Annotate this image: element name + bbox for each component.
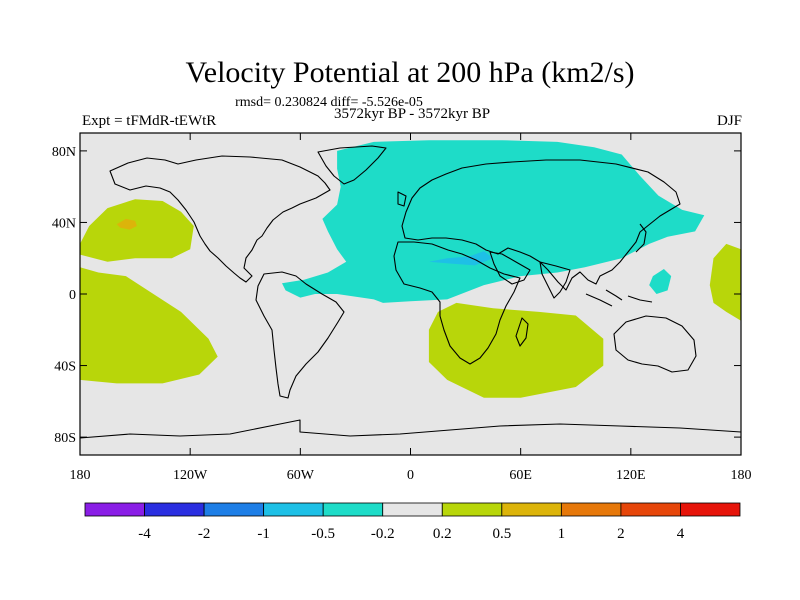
coastline-south-america (255, 271, 345, 399)
colorbar-swatch (322, 502, 384, 517)
x-tick-label: 0 (407, 468, 414, 483)
coastline-eurasia (401, 159, 681, 291)
colorbar-swatch (84, 502, 145, 517)
region-eurasia-africa-negative (282, 140, 705, 303)
coastline-antarctica (80, 419, 741, 439)
colorbar-label: -4 (138, 526, 151, 542)
coastline-british-isles (397, 191, 407, 207)
colorbar-swatch (680, 502, 741, 517)
colorbar-swatch (620, 502, 681, 517)
y-tick-label: 40N (52, 216, 76, 231)
y-tick-label: 40S (54, 360, 76, 375)
chart-title: Velocity Potential at 200 hPa (km2/s) (185, 56, 634, 89)
colorbar-swatch (263, 502, 324, 517)
x-tick-label: 120W (173, 468, 208, 483)
colorbar-label: 4 (677, 526, 685, 542)
colorbar-swatch (560, 502, 622, 517)
colorbar-label: 1 (558, 526, 566, 542)
x-tick-label: 60E (509, 468, 532, 483)
region-north-pacific-positive-core (116, 218, 137, 230)
region-east-pacific-edge-positive (709, 243, 741, 321)
colorbar-label: 0.5 (492, 526, 511, 542)
coastline-greenland (317, 145, 387, 185)
x-tick-label: 180 (70, 468, 91, 483)
colorbar-swatch (501, 502, 562, 517)
colorbar-swatch (382, 502, 443, 517)
colorbar-label: -1 (257, 526, 270, 542)
coastline-north-america (109, 155, 331, 283)
region-southern-africa-indian-positive (428, 302, 604, 398)
coastline-japan (635, 223, 647, 253)
colorbar-swatch (144, 502, 205, 517)
colorbar: -4 -2 -1 -0.5 -0.2 0.2 0.5 1 2 4 (84, 502, 741, 542)
coastline-africa (393, 241, 521, 365)
region-south-pacific-positive (80, 267, 218, 384)
colorbar-label: -0.5 (311, 526, 335, 542)
region-north-pacific-positive (80, 199, 194, 262)
colorbar-label: -2 (198, 526, 211, 542)
y-tick-label: 80N (52, 145, 76, 160)
region-arabia-negative-core (428, 251, 494, 266)
colorbar-label: 0.2 (433, 526, 452, 542)
season-label: DJF (717, 113, 742, 129)
contour-fills (80, 140, 741, 398)
coastline-australia (613, 315, 697, 373)
x-tick-label: 60W (287, 468, 315, 483)
x-tick-label: 120E (616, 468, 646, 483)
coastline-arabia (489, 251, 531, 285)
y-tick-label: 80S (54, 431, 76, 446)
y-tick-label: 0 (69, 288, 76, 303)
axis-ticks: 180 120W 60W 0 60E 120E 180 80N 40N 0 40S 80S (52, 133, 752, 483)
colorbar-label: -0.2 (371, 526, 395, 542)
coastline-india (539, 261, 571, 299)
colorbar-label: 2 (617, 526, 625, 542)
period-label: 3572kyr BP - 3572kyr BP (334, 106, 490, 122)
x-tick-label: 180 (731, 468, 752, 483)
coastline-indonesia (585, 289, 653, 307)
colorbar-swatch (203, 502, 265, 517)
stats-label: rmsd= 0.230824 diff= -5.526e-05 (235, 95, 423, 110)
coastlines (80, 145, 741, 439)
colorbar-swatch (441, 502, 503, 517)
coastline-madagascar (515, 317, 529, 347)
experiment-label: Expt = tFMdR-tEWtR (82, 113, 216, 129)
region-western-pacific-negative (649, 269, 672, 294)
